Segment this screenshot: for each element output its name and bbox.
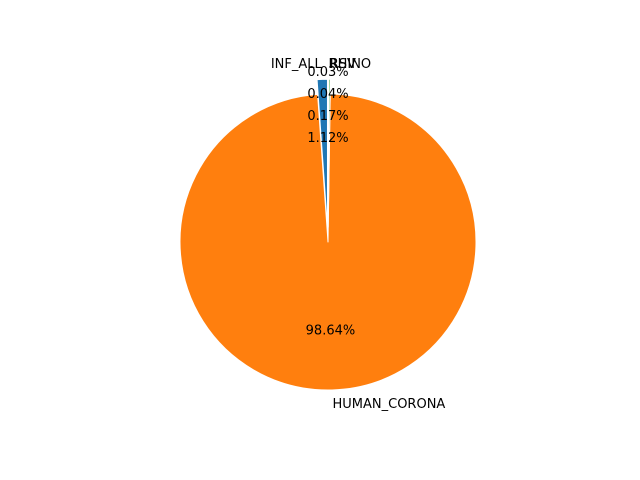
slice-percent-label: 98.64% — [306, 323, 356, 338]
slice-percent-label: 0.03% — [307, 65, 348, 80]
slice-percent-label: 0.17% — [307, 109, 348, 124]
slice-label: HUMAN_CORONA — [333, 397, 446, 412]
slice-label: INF_ALL — [271, 57, 323, 72]
pie-slices — [179, 78, 477, 391]
slice-label: RSV — [330, 57, 356, 72]
slice-percent-label: 0.04% — [307, 87, 348, 102]
pie-labels: INF_ALL 1.12% HUMAN_CORONA 98.64% RSV 0.17% RH… — [271, 57, 446, 412]
slice-label: RHINO — [329, 57, 372, 72]
slice-human-corona — [179, 93, 477, 391]
slice-percent-label: 1.12% — [307, 131, 348, 146]
slice-inf-all — [316, 78, 328, 228]
